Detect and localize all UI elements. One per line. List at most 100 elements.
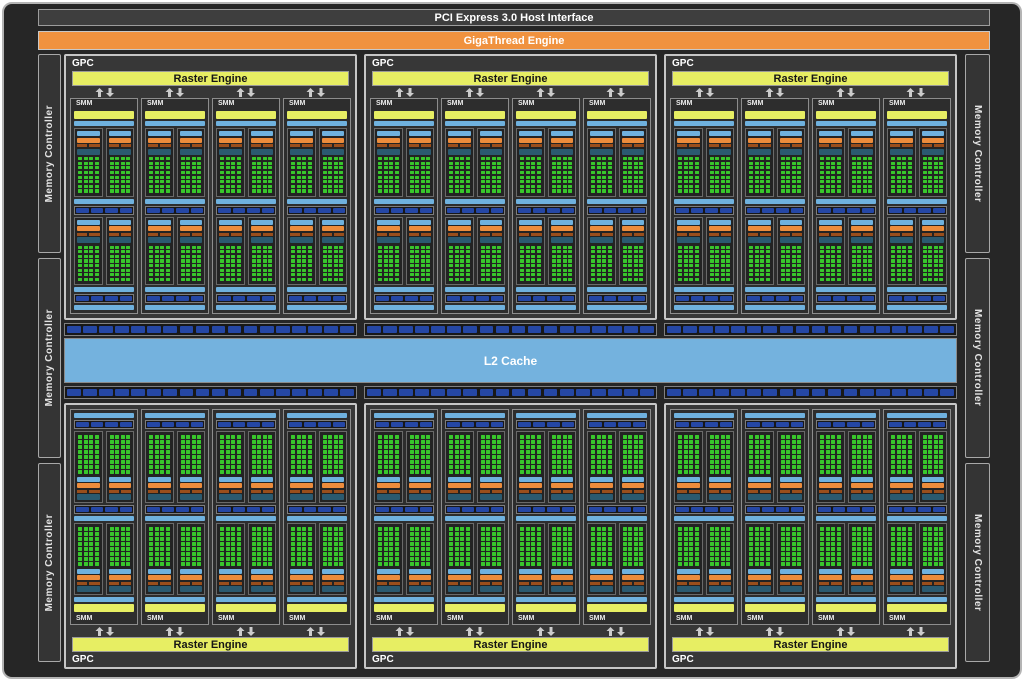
cuda-core xyxy=(780,557,785,561)
cuda-core xyxy=(928,175,932,179)
cuda-core xyxy=(797,537,801,541)
warp-scheduler-bar xyxy=(850,219,873,225)
smm-block: SMM xyxy=(212,409,280,625)
cuda-core xyxy=(536,445,541,449)
cuda-core xyxy=(497,189,501,193)
cuda-core xyxy=(486,470,490,474)
cuda-core xyxy=(197,450,201,454)
cuda-core xyxy=(89,440,93,444)
smm-block: SMM xyxy=(583,409,651,625)
cuda-core xyxy=(791,465,796,469)
bus-segment xyxy=(903,296,916,301)
polymorph-engine-bar xyxy=(516,111,576,119)
cuda-core xyxy=(220,435,224,439)
bus-segment xyxy=(490,422,503,427)
cuda-core xyxy=(257,170,261,174)
cuda-core xyxy=(891,455,895,459)
warp-scheduler-bar xyxy=(219,219,242,225)
cuda-core xyxy=(891,254,895,258)
texture-cache-bar xyxy=(816,287,876,292)
cuda-core xyxy=(383,189,388,193)
cuda-core xyxy=(251,455,256,459)
cuda-core xyxy=(83,435,88,439)
cuda-core xyxy=(291,254,295,258)
cuda-core xyxy=(328,527,332,531)
bus-segment xyxy=(747,507,760,512)
smm-label-text: SMM xyxy=(376,615,393,622)
register-segment-row xyxy=(287,505,347,514)
cuda-core xyxy=(820,470,824,474)
cuda-core xyxy=(149,532,153,536)
dispatch-split-bar xyxy=(77,489,100,493)
cuda-core xyxy=(409,268,414,272)
bus-segment xyxy=(147,207,160,213)
cuda-core xyxy=(322,532,327,536)
cuda-core xyxy=(720,250,725,254)
cuda-core xyxy=(939,547,943,551)
cuda-core xyxy=(760,435,764,439)
cuda-core xyxy=(126,254,130,258)
texture-cache-bar xyxy=(74,305,134,310)
register-file-bar xyxy=(179,586,202,592)
cuda-core xyxy=(154,532,159,536)
cuda-core xyxy=(225,440,230,444)
cuda-core xyxy=(302,552,306,556)
warp-scheduler-bar xyxy=(290,219,313,225)
cuda-core xyxy=(160,175,164,179)
register-file-bar xyxy=(621,237,644,243)
bus-segment xyxy=(903,207,916,213)
bus-segment xyxy=(676,207,689,213)
crossbar-segment-row xyxy=(364,386,657,399)
cuda-core xyxy=(94,170,99,174)
cuda-core xyxy=(607,277,612,281)
cuda-core xyxy=(378,470,382,474)
cuda-core xyxy=(420,254,425,258)
cuda-core xyxy=(633,245,638,249)
cuda-core xyxy=(78,268,82,272)
cuda-core xyxy=(633,180,638,184)
cuda-core xyxy=(678,157,682,161)
cuda-core xyxy=(678,189,682,193)
bus-segment xyxy=(479,144,490,147)
cuda-core xyxy=(328,157,332,161)
cuda-core xyxy=(454,527,459,531)
bus-segment xyxy=(302,232,313,236)
register-segment-row xyxy=(587,205,647,215)
cuda-core xyxy=(491,547,496,551)
cuda-core xyxy=(726,450,730,454)
cuda-core xyxy=(333,435,338,439)
cuda-core xyxy=(257,445,261,449)
cuda-core xyxy=(115,166,119,170)
cuda-core xyxy=(928,273,932,277)
cuda-core xyxy=(780,542,785,546)
cuda-core xyxy=(525,166,530,170)
cuda-core xyxy=(562,273,567,277)
cuda-core xyxy=(165,250,170,254)
cuda-core xyxy=(902,277,906,281)
cuda-core xyxy=(307,445,312,449)
cuda-core xyxy=(420,273,425,277)
cuda-core xyxy=(83,161,88,165)
cuda-core xyxy=(754,161,759,165)
cuda-core xyxy=(622,537,627,541)
cuda-core xyxy=(333,455,338,459)
smm-label-text: SMM xyxy=(447,100,464,107)
cuda-core xyxy=(857,465,861,469)
cuda-core xyxy=(525,532,530,536)
cuda-core xyxy=(83,264,88,268)
cuda-core xyxy=(551,435,556,439)
cuda-core xyxy=(902,445,906,449)
cuda-core xyxy=(797,465,801,469)
bus-segment xyxy=(105,422,118,427)
cuda-core xyxy=(120,537,125,541)
register-segment-row xyxy=(674,205,734,215)
cuda-core xyxy=(307,268,312,272)
cuda-core xyxy=(536,175,541,179)
cuda-core xyxy=(857,552,861,556)
processing-block xyxy=(587,216,616,285)
cuda-core-grid xyxy=(591,527,612,566)
cuda-core xyxy=(465,527,470,531)
cuda-core xyxy=(460,189,464,193)
cuda-core xyxy=(420,445,425,449)
cuda-core xyxy=(186,562,190,566)
